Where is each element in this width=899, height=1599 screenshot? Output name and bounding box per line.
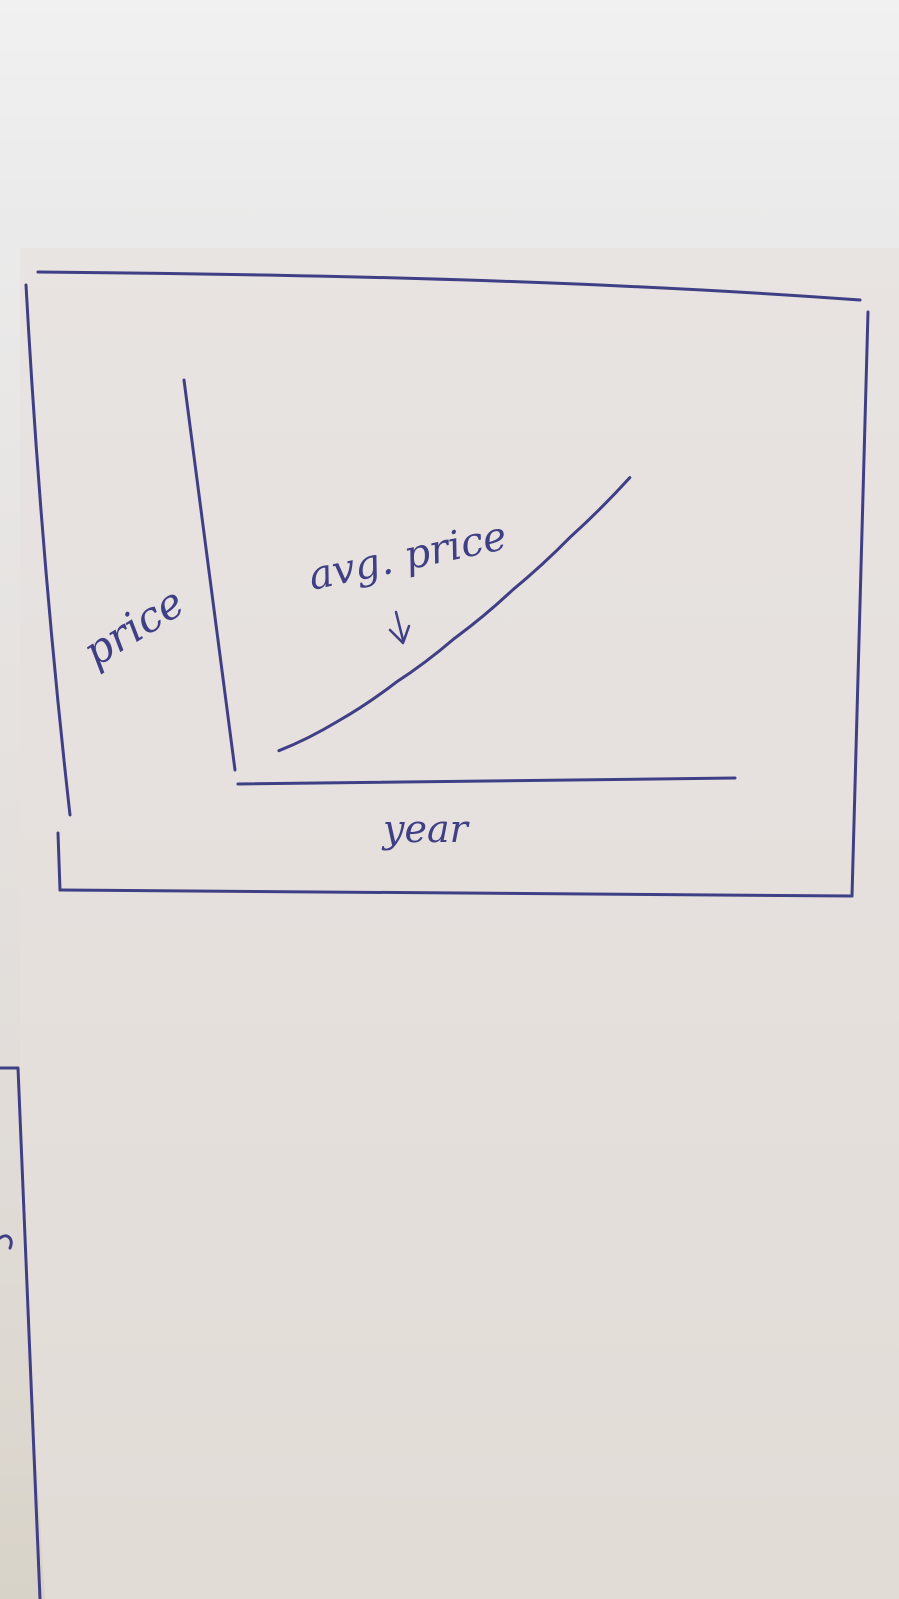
x-axis xyxy=(236,776,737,786)
adjacent-frame-mark xyxy=(0,1234,13,1250)
series-line-avg-price xyxy=(277,476,632,753)
adjacent-frame-edge xyxy=(0,1066,42,1599)
x-axis-label: year xyxy=(381,807,471,851)
paper-page xyxy=(20,248,899,1599)
arrow-down-icon xyxy=(388,610,411,645)
chart-frame xyxy=(24,270,870,898)
y-axis xyxy=(182,378,237,772)
